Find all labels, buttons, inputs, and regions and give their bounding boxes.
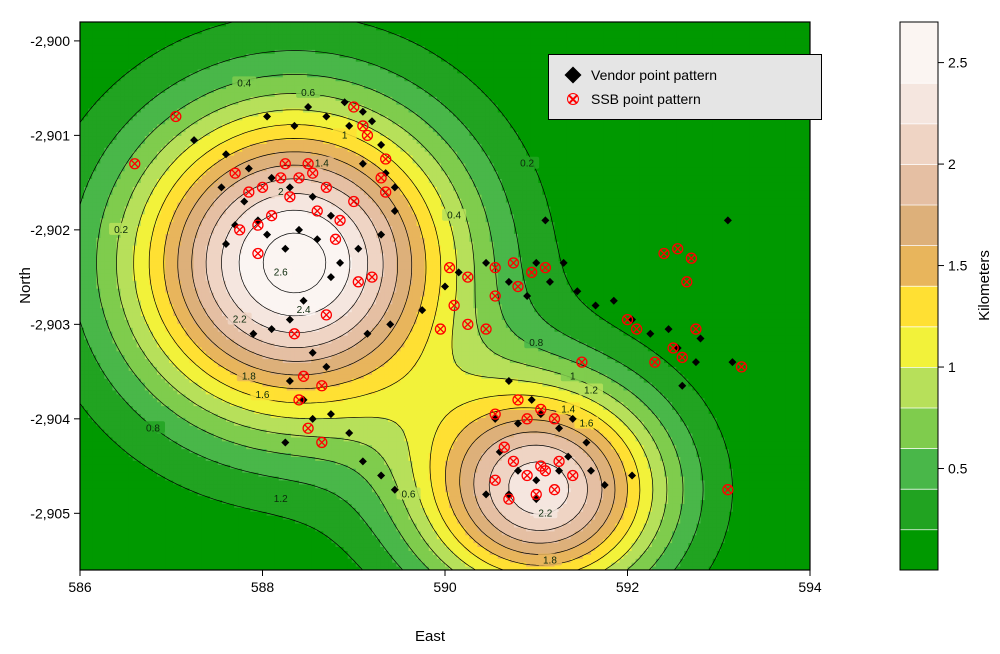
kde-map: 0.20.20.40.40.60.60.80.8111.21.21.41.41.…: [0, 0, 1000, 654]
diamond-icon: [565, 67, 582, 84]
x-axis-label: East: [50, 628, 810, 645]
legend-label: Vendor point pattern: [591, 67, 717, 83]
colorbar: 0.511.522.5: [900, 22, 968, 570]
legend-label: SSB point pattern: [591, 91, 701, 107]
legend-item-ssb: SSB point pattern: [567, 91, 803, 107]
y-axis-label: North: [15, 0, 35, 570]
legend-item-vendor: Vendor point pattern: [567, 67, 803, 83]
colorbar-label: Kilometers: [974, 0, 994, 570]
circle-x-icon: [567, 93, 579, 105]
plot-panel: 0.20.20.40.40.60.60.80.8111.21.21.41.41.…: [0, 0, 1000, 654]
legend: Vendor point pattern SSB point pattern: [548, 54, 822, 120]
